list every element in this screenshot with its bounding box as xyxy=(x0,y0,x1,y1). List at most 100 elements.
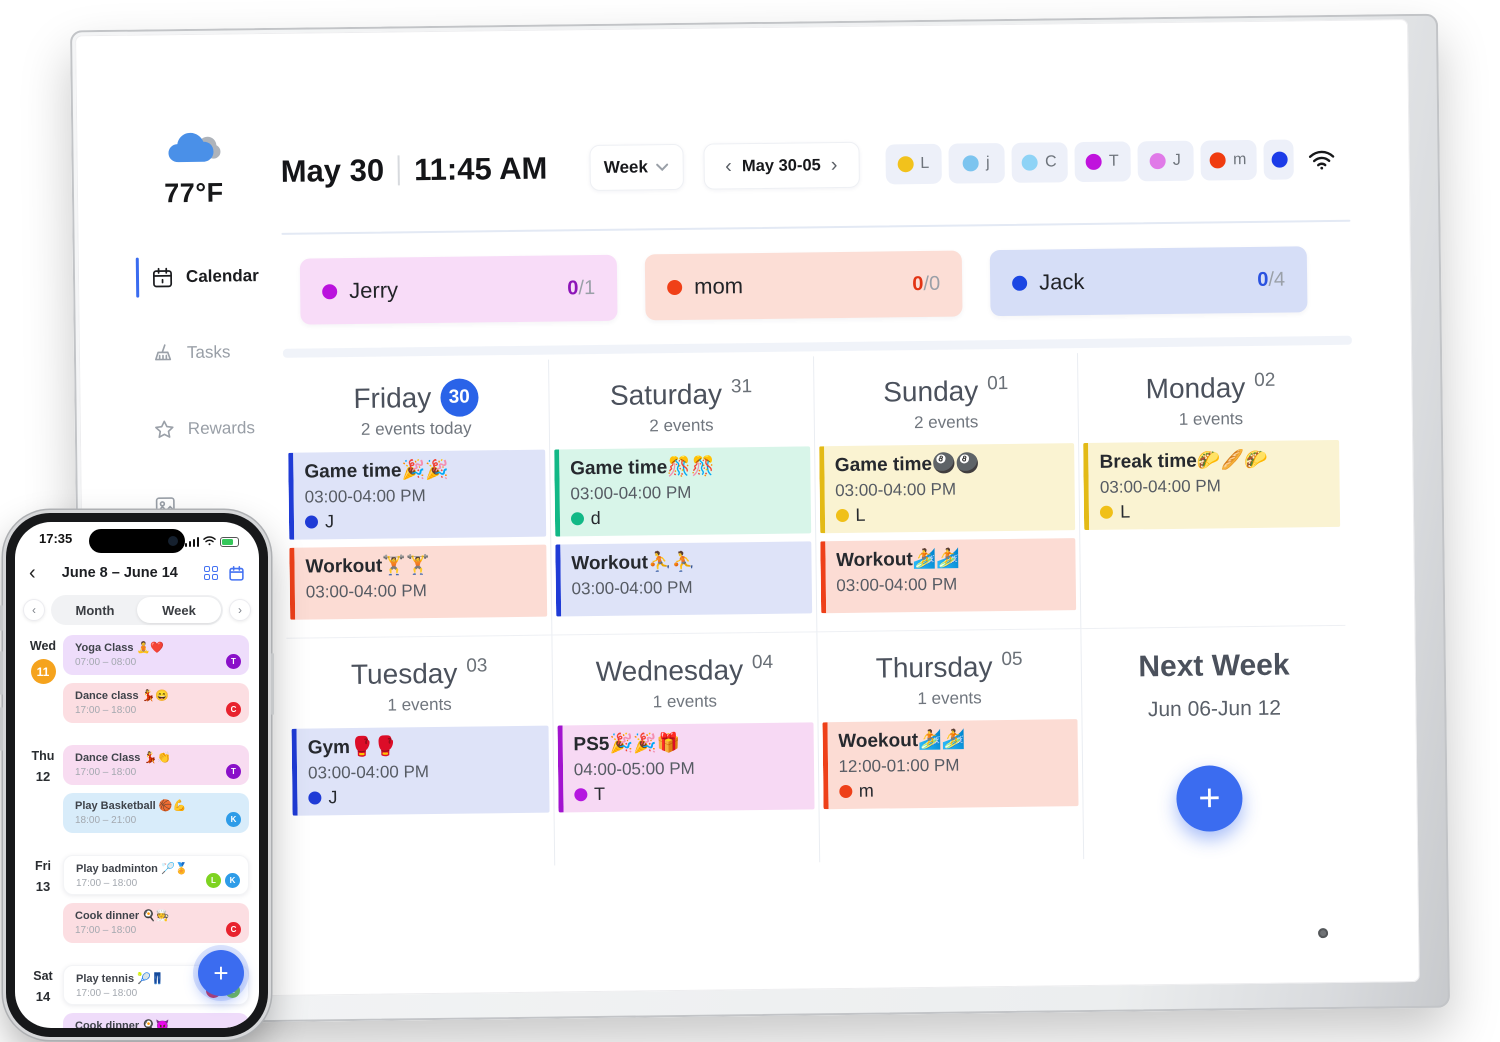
sidebar-item-label: Rewards xyxy=(187,418,256,438)
avatar: T xyxy=(226,764,241,779)
date-time: May 30 11:45 AM xyxy=(281,151,548,190)
back-button[interactable]: ‹ xyxy=(29,562,36,584)
avatar-chip[interactable]: T xyxy=(1074,141,1131,183)
day-number: 04 xyxy=(751,651,774,674)
divider xyxy=(281,219,1351,235)
sidebar-item-tasks[interactable]: Tasks xyxy=(113,330,280,376)
event-card[interactable]: Workout⛹️⛹️ 03:00-04:00 PM xyxy=(555,541,812,617)
avatar: T xyxy=(226,654,241,669)
date-range-nav: ‹ May 30-05 › xyxy=(703,141,860,190)
next-week-range: Jun 06-Jun 12 xyxy=(1147,696,1282,722)
next-button[interactable]: › xyxy=(229,599,251,621)
segmented-control: Month Week xyxy=(51,595,223,625)
next-week-button[interactable]: › xyxy=(830,153,838,176)
phone-event-card[interactable]: Dance class 💃😄 17:00 – 18:00 C xyxy=(63,683,249,723)
toggle-week[interactable]: Week xyxy=(137,597,221,623)
day-number: 03 xyxy=(466,655,488,677)
day-cell-sunday: Sunday 01 2 events Game time🎱🎱 03:00-04:… xyxy=(812,353,1081,633)
member-dot xyxy=(1012,275,1028,291)
calendar-view-icon[interactable] xyxy=(228,565,245,582)
member-summary-row: Jerry 0/1 mom 0/0 Jack 0/4 xyxy=(299,246,1308,325)
phone-power-button xyxy=(271,653,274,715)
current-date: May 30 xyxy=(280,152,385,189)
signal-icon xyxy=(184,537,199,547)
phone-status-icons xyxy=(184,531,239,551)
day-label: Wed 11 xyxy=(23,635,63,731)
phone-event-list: Wed 11 Yoga Class 🧘❤️ 07:00 – 08:00 T Da… xyxy=(15,625,259,1028)
day-name: Friday xyxy=(353,382,432,414)
day-event-count: 1 events xyxy=(917,688,982,709)
top-bar: May 30 11:45 AM Week ‹ May 30-05 › xyxy=(280,126,1350,205)
day-name: Monday xyxy=(1145,372,1246,405)
avatar-chip[interactable] xyxy=(1263,139,1294,180)
avatar: K xyxy=(226,812,241,827)
phone-event-card[interactable]: Play badminton 🏸🏅 17:00 – 18:00 L K xyxy=(63,855,249,895)
event-card[interactable]: Game time🎉🎉 03:00-04:00 PM J xyxy=(288,449,546,540)
sidebar-item-calendar[interactable]: Calendar xyxy=(112,254,279,300)
event-card[interactable]: Workout🏄🏄 03:00-04:00 PM xyxy=(819,538,1077,614)
day-number: 05 xyxy=(1001,648,1023,671)
avatar-chip[interactable]: m xyxy=(1200,139,1257,181)
member-count: 0/1 xyxy=(567,276,596,299)
member-dot-icon xyxy=(835,508,849,523)
day-cell-saturday: Saturday 31 2 events Game time🎊🎊 03:00-0… xyxy=(547,356,816,636)
phone-event-card[interactable]: Play Basketball 🏀💪 18:00 – 21:00 K xyxy=(63,793,249,833)
dynamic-island xyxy=(89,529,185,553)
phone-event-card[interactable]: Cook dinner 🍳😈 17:00 – 19:00 T xyxy=(63,1013,249,1028)
day-cell-wednesday: Wednesday 04 1 events PS5🎉🎉🎁 04:00-05:00… xyxy=(551,632,819,866)
phone-add-event-button[interactable]: + xyxy=(198,950,244,996)
today-badge: 30 xyxy=(440,378,479,417)
view-selector[interactable]: Week xyxy=(589,143,684,192)
event-card[interactable]: Game time🎊🎊 03:00-04:00 PM d xyxy=(553,446,811,537)
member-pill-jerry[interactable]: Jerry 0/1 xyxy=(299,254,618,325)
event-card[interactable]: Gym🥊🥊 03:00-04:00 PM J xyxy=(291,725,550,816)
grid-view-icon[interactable] xyxy=(204,566,218,580)
day-label: Fri 13 xyxy=(35,859,51,894)
event-card[interactable]: Workout🏋️🏋️ 03:00-04:00 PM xyxy=(289,544,547,620)
event-card[interactable]: PS5🎉🎉🎁 04:00-05:00 PM T xyxy=(557,722,815,813)
prev-week-button[interactable]: ‹ xyxy=(725,154,733,177)
toggle-month[interactable]: Month xyxy=(75,602,115,618)
avatar-dot xyxy=(962,155,980,172)
today-circle: 11 xyxy=(30,659,56,684)
day-cell-friday: Friday 30 2 events today Game time🎉🎉 03:… xyxy=(283,359,552,639)
wifi-icon xyxy=(203,533,216,551)
week-grid: Friday 30 2 events today Game time🎉🎉 03:… xyxy=(283,349,1349,869)
wifi-icon xyxy=(1307,148,1335,170)
event-card[interactable]: Break time🌮🥖🌮 03:00-04:00 PM L xyxy=(1083,439,1341,531)
day-event-count: 1 events xyxy=(652,691,718,712)
sidebar-item-media[interactable] xyxy=(115,482,282,528)
day-label: Sat 14 xyxy=(33,969,53,1004)
avatar-chip[interactable]: C xyxy=(1011,142,1068,183)
camera-sensor-dot xyxy=(1318,928,1329,939)
avatar-chip[interactable]: j xyxy=(948,142,1005,184)
day-section-fri: Fri 13 Play badminton 🏸🏅 17:00 – 18:00 L… xyxy=(23,855,249,951)
calendar-icon xyxy=(150,265,174,289)
phone-screen: 17:35 ‹ June 8 – June 14 xyxy=(15,522,259,1028)
day-name: Thursday xyxy=(875,651,993,684)
smart-calendar-device: 77°F Calendar xyxy=(69,13,1451,1025)
avatar-dot xyxy=(1085,153,1103,170)
day-event-count: 2 events xyxy=(913,412,979,433)
day-number: 31 xyxy=(730,376,753,398)
sidebar-item-rewards[interactable]: Rewards xyxy=(114,406,281,452)
avatar: K xyxy=(225,873,240,888)
event-card[interactable]: Woekout🏄🏄 12:00-01:00 PM m xyxy=(821,719,1079,810)
day-event-count: 2 events xyxy=(649,415,714,436)
phone-mute-switch xyxy=(0,605,3,631)
member-pill-jack[interactable]: Jack 0/4 xyxy=(989,246,1308,317)
member-dot-icon xyxy=(574,788,588,802)
avatar-chip[interactable]: L xyxy=(885,143,942,185)
avatar-chip[interactable]: J xyxy=(1137,140,1194,182)
avatar-dot xyxy=(1021,154,1039,171)
media-icon xyxy=(153,493,177,517)
member-pill-mom[interactable]: mom 0/0 xyxy=(644,250,963,321)
phone-event-card[interactable]: Yoga Class 🧘❤️ 07:00 – 08:00 T xyxy=(63,635,249,675)
phone-event-card[interactable]: Cook dinner 🍳🧑‍🍳 17:00 – 18:00 C xyxy=(63,903,249,943)
event-card[interactable]: Game time🎱🎱 03:00-04:00 PM L xyxy=(818,443,1076,534)
day-number: 01 xyxy=(987,372,1009,395)
prev-button[interactable]: ‹ xyxy=(23,599,45,621)
phone-status-time: 17:35 xyxy=(39,531,73,546)
phone-event-card[interactable]: Dance Class 💃👏 17:00 – 18:00 T xyxy=(63,745,249,785)
star-icon xyxy=(152,417,176,441)
